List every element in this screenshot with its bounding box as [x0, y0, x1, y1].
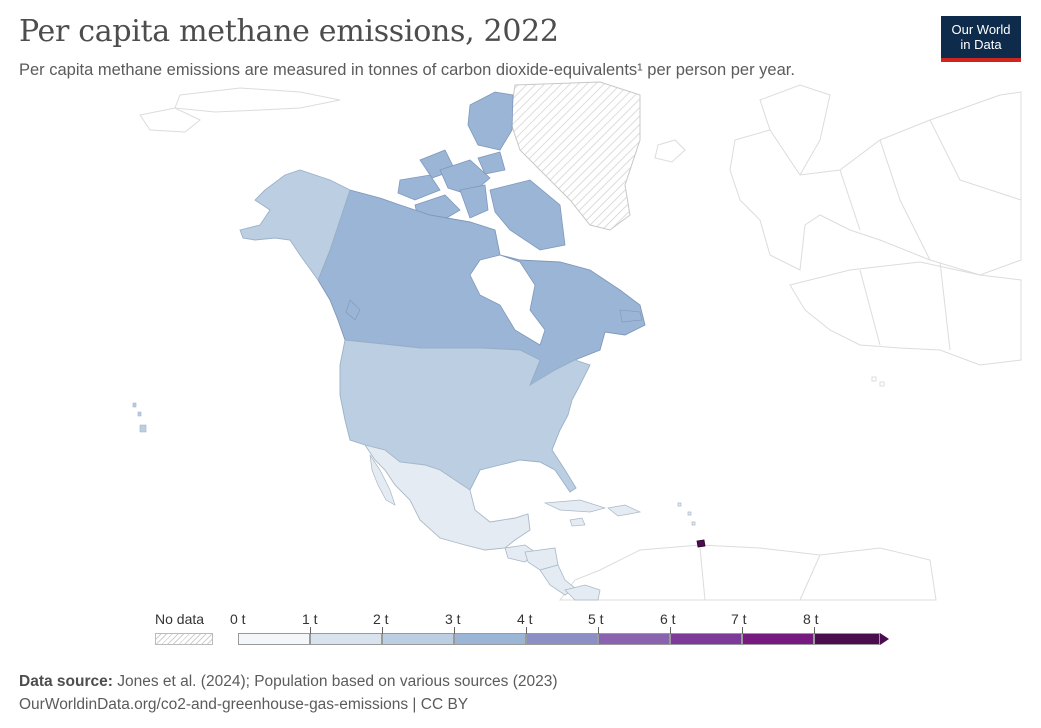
- world-map[interactable]: [0, 80, 1041, 610]
- legend-tick-label: 4 t: [517, 611, 533, 627]
- legend-tick-label: 6 t: [660, 611, 676, 627]
- legend-bin-7-8[interactable]: [742, 633, 814, 645]
- country-cape-verde: [871, 376, 885, 387]
- country-trinidad-and-tobago[interactable]: [696, 539, 706, 548]
- source-url-link[interactable]: OurWorldinData.org/co2-and-greenhouse-ga…: [19, 696, 469, 713]
- country-united-states[interactable]: [132, 169, 591, 493]
- owid-logo[interactable]: Our World in Data: [941, 16, 1021, 62]
- country-greenland[interactable]: [509, 81, 641, 231]
- legend-bin-8-plus[interactable]: [814, 633, 880, 645]
- legend-tick-label: 5 t: [588, 611, 604, 627]
- legend-tick-mark: [526, 627, 527, 634]
- logo-line-1: Our World: [951, 22, 1011, 37]
- legend-tick-mark: [454, 627, 455, 634]
- data-source-text: Jones et al. (2024); Population based on…: [117, 673, 558, 690]
- legend-bin-6-7[interactable]: [670, 633, 742, 645]
- legend-tick-mark: [598, 627, 599, 634]
- legend-bin-2-3[interactable]: [382, 633, 454, 645]
- background-landmasses: [139, 84, 1022, 601]
- legend-tick-mark: [670, 627, 671, 634]
- canada-arctic-islands[interactable]: [397, 91, 566, 251]
- legend-tick-label: 7 t: [731, 611, 747, 627]
- legend-bin-5-6[interactable]: [598, 633, 670, 645]
- legend-bin-4-5[interactable]: [526, 633, 598, 645]
- country-europe-border-1: [879, 139, 931, 261]
- legend-tick-label: 2 t: [373, 611, 389, 627]
- chart-title: Per capita methane emissions, 2022: [19, 14, 559, 49]
- country-europe-border-2: [839, 169, 861, 231]
- country-south-america: [559, 544, 937, 601]
- country-africa-north: [789, 261, 1022, 366]
- legend-tick-label: 0 t: [230, 611, 246, 627]
- logo-line-2: in Data: [960, 37, 1002, 52]
- legend-bin-1-2[interactable]: [310, 633, 382, 645]
- country-africa-border: [859, 261, 951, 351]
- country-europe-border-3: [929, 119, 1022, 201]
- legend-tick-mark: [382, 627, 383, 634]
- legend-tick-mark: [742, 627, 743, 634]
- legend-no-data-swatch[interactable]: [155, 633, 213, 645]
- legend-tick-label: 1 t: [302, 611, 318, 627]
- central-america[interactable]: [504, 544, 601, 601]
- legend-tick-label: 3 t: [445, 611, 461, 627]
- data-source-label: Data source:: [19, 673, 113, 690]
- country-south-america-border: [699, 547, 821, 601]
- legend-bin-0-1[interactable]: [238, 633, 310, 645]
- country-canada[interactable]: [317, 189, 646, 386]
- color-legend: 0 t 1 t 2 t 3 t 4 t 5 t 6 t 7 t 8 t: [230, 611, 890, 651]
- country-mexico[interactable]: [363, 444, 531, 551]
- legend-no-data-label: No data: [155, 611, 205, 627]
- country-russia-peninsula: [139, 107, 201, 133]
- legend-tick-label: 8 t: [803, 611, 819, 627]
- legend-tick-mark: [310, 627, 311, 634]
- country-iceland: [654, 139, 686, 163]
- country-russia-east: [174, 87, 341, 113]
- caribbean[interactable]: [543, 499, 696, 527]
- legend-overflow-arrow-icon: [880, 633, 889, 645]
- chart-subtitle: Per capita methane emissions are measure…: [19, 61, 795, 79]
- data-source: Data source: Jones et al. (2024); Popula…: [19, 673, 558, 691]
- legend-bin-3-4[interactable]: [454, 633, 526, 645]
- legend-tick-mark: [814, 627, 815, 634]
